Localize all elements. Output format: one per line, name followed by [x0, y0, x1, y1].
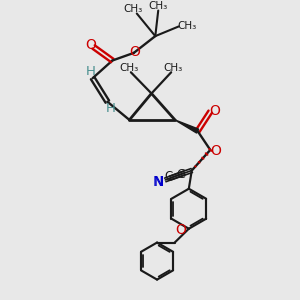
Text: O: O [129, 45, 140, 59]
Text: C: C [176, 167, 185, 181]
Text: N: N [154, 175, 164, 189]
Text: CH₃: CH₃ [124, 4, 143, 14]
Text: O: O [86, 38, 97, 52]
Text: O: O [211, 143, 222, 158]
Text: CH₃: CH₃ [163, 63, 182, 73]
Text: H: H [106, 102, 116, 115]
Text: O: O [210, 103, 220, 118]
Text: C: C [164, 170, 172, 183]
Text: CH₃: CH₃ [177, 21, 197, 31]
Text: O: O [175, 223, 186, 237]
Polygon shape [175, 120, 199, 133]
Text: H: H [86, 65, 96, 78]
Text: CH₃: CH₃ [148, 1, 168, 11]
Text: N: N [153, 175, 164, 189]
Text: CH₃: CH₃ [120, 63, 139, 73]
